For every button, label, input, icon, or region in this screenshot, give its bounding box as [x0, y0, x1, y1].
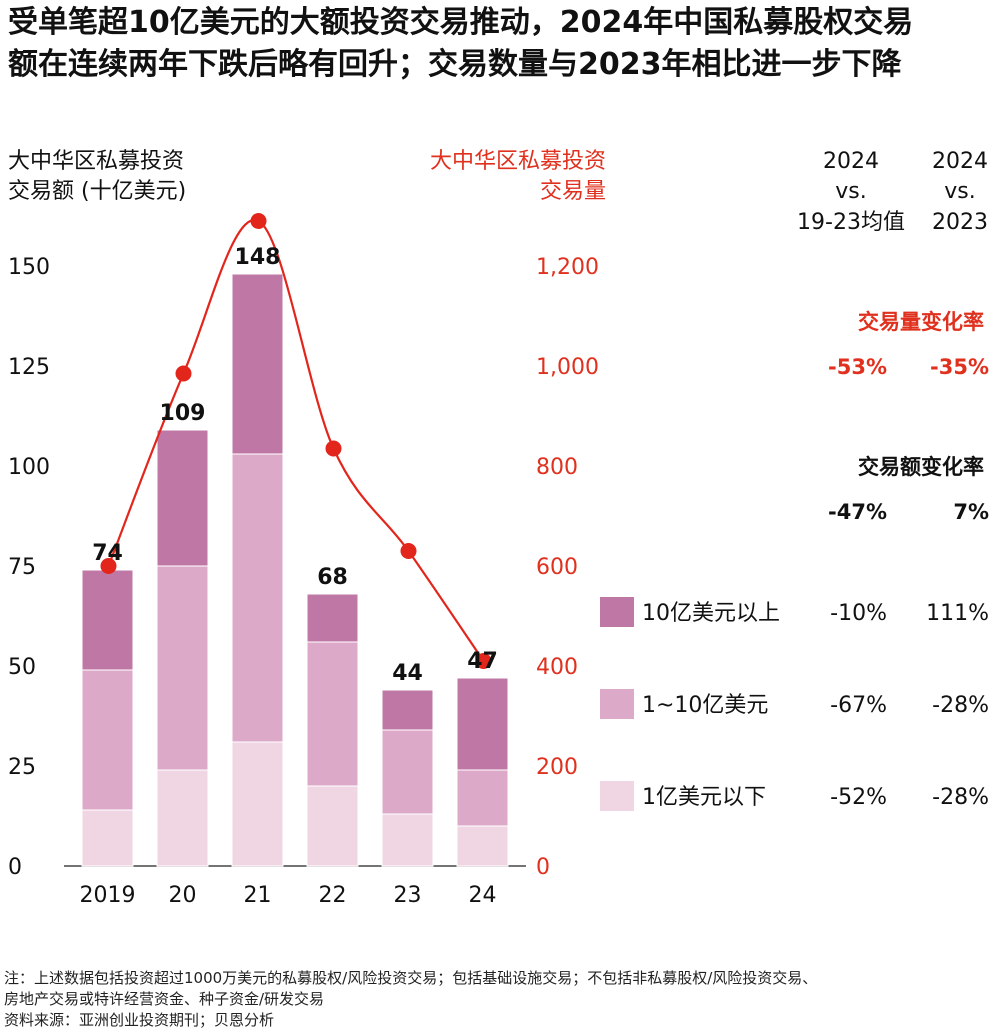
- legend-swatch: [600, 597, 634, 627]
- legend-col2-value: 111%: [926, 601, 989, 626]
- legend-col2-value: -28%: [932, 693, 989, 718]
- y2-tick-label: 0: [536, 855, 550, 880]
- bar-segment: [381, 729, 434, 815]
- bar-segment: [81, 809, 134, 867]
- left-axis-title-line-2: 交易额 (十亿美元): [8, 179, 186, 204]
- volume-change-col2: -35%: [930, 355, 989, 379]
- y-tick-label: 0: [8, 855, 22, 880]
- bar-segment: [156, 429, 209, 567]
- legend-col2-value: -28%: [932, 785, 989, 810]
- bar-total-label: 148: [235, 245, 281, 270]
- bar-segment: [231, 273, 284, 455]
- note-line-1: 注：上述数据包括投资超过1000万美元的私募股权/风险投资交易；包括基础设施交易…: [4, 969, 818, 987]
- y2-tick-label: 200: [536, 755, 578, 780]
- y-tick-label: 25: [8, 755, 36, 780]
- volume-change-label: 交易量变化率: [858, 310, 984, 334]
- y-tick-label: 125: [8, 355, 50, 380]
- x-tick-label: 22: [319, 883, 347, 908]
- y-tick-label: 100: [8, 455, 50, 480]
- bar-segment: [381, 813, 434, 867]
- bar-segment: [231, 741, 284, 867]
- bar-segment: [456, 769, 509, 827]
- bar-total-label: 68: [317, 565, 348, 590]
- x-tick-label: 21: [244, 883, 272, 908]
- bar-segment: [381, 689, 434, 731]
- col1-header-line-2: vs.: [835, 179, 866, 204]
- y-tick-label: 150: [8, 255, 50, 280]
- y2-tick-label: 600: [536, 555, 578, 580]
- volume-point: [100, 558, 117, 574]
- title-line-1: 受单笔超10亿美元的大额投资交易推动，2024年中国私募股权交易: [8, 5, 914, 40]
- legend-label: 1亿美元以下: [642, 785, 766, 810]
- bar-total-label: 44: [392, 661, 423, 686]
- col2-header-line-1: 2024: [932, 149, 988, 174]
- value-change-col2: 7%: [953, 500, 989, 524]
- legend-label: 1~10亿美元: [642, 693, 768, 718]
- legend-col1-value: -52%: [830, 785, 887, 810]
- bar-total-label: 47: [467, 649, 498, 674]
- volume-point: [175, 365, 192, 382]
- bar-segment: [156, 769, 209, 867]
- title-line-2: 额在连续两年下跌后略有回升；交易数量与2023年相比进一步下降: [8, 47, 902, 82]
- bar-segment: [456, 825, 509, 867]
- bar-total-label: 109: [160, 401, 206, 426]
- y-tick-label: 50: [8, 655, 36, 680]
- note-line-2: 房地产交易或特许经营资金、种子资金/研发交易: [4, 990, 325, 1008]
- value-change-label: 交易额变化率: [858, 455, 984, 479]
- legend-swatch: [600, 781, 634, 811]
- volume-point: [325, 440, 342, 457]
- y2-tick-label: 1,000: [536, 355, 599, 380]
- right-axis-title-line-1: 大中华区私募投资: [430, 149, 606, 174]
- legend-label: 10亿美元以上: [642, 601, 780, 626]
- bar-segment: [456, 677, 509, 771]
- bar-segment: [156, 565, 209, 771]
- volume-point: [400, 543, 417, 559]
- col1-header-line-1: 2024: [823, 149, 879, 174]
- bar-total-label: 74: [92, 541, 123, 566]
- volume-point: [250, 213, 267, 229]
- stacked-bar-line-chart: 大中华区私募投资 交易额 (十亿美元) 大中华区私募投资 交易量 2024 vs…: [8, 149, 989, 908]
- bar-segment: [81, 669, 134, 811]
- footnotes: 注：上述数据包括投资超过1000万美元的私募股权/风险投资交易；包括基础设施交易…: [4, 968, 994, 1031]
- bar-segment: [81, 569, 134, 671]
- col2-header-line-3: 2023: [932, 210, 988, 235]
- volume-change-col1: -53%: [828, 355, 887, 379]
- bar-segment: [306, 641, 359, 787]
- col2-header-line-2: vs.: [944, 179, 975, 204]
- page-title: 受单笔超10亿美元的大额投资交易推动，2024年中国私募股权交易 额在连续两年下…: [8, 2, 998, 86]
- col1-header-line-3: 19-23均值: [797, 210, 905, 235]
- x-tick-label: 24: [469, 883, 497, 908]
- x-tick-label: 20: [169, 883, 197, 908]
- legend-col1-value: -67%: [830, 693, 887, 718]
- left-axis-title-line-1: 大中华区私募投资: [8, 149, 184, 174]
- source-line: 资料来源：亚洲创业投资期刊；贝恩分析: [4, 1011, 275, 1029]
- volume-point: [475, 653, 492, 669]
- legend-col1-value: -10%: [830, 601, 887, 626]
- x-tick-label: 2019: [80, 883, 136, 908]
- y-tick-label: 75: [8, 555, 36, 580]
- bar-segment: [306, 593, 359, 643]
- y2-tick-label: 400: [536, 655, 578, 680]
- legend-swatch: [600, 689, 634, 719]
- x-tick-label: 23: [394, 883, 422, 908]
- right-axis-title-line-2: 交易量: [540, 179, 606, 204]
- bar-segment: [306, 785, 359, 867]
- value-change-col1: -47%: [828, 500, 887, 524]
- y2-tick-label: 800: [536, 455, 578, 480]
- bar-segment: [231, 453, 284, 743]
- y2-tick-label: 1,200: [536, 255, 599, 280]
